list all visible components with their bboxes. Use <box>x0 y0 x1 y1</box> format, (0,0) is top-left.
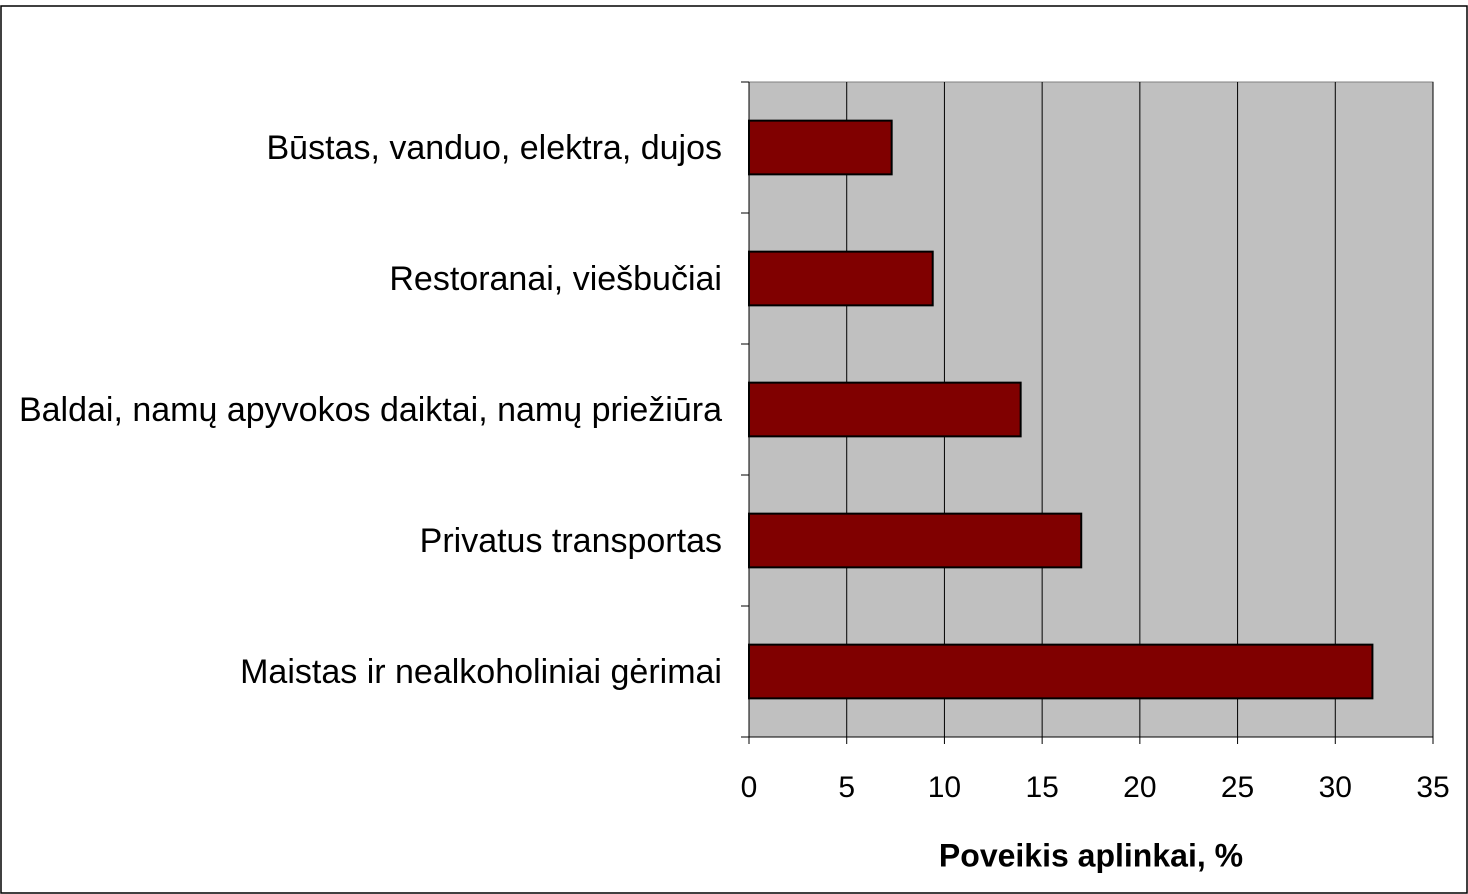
x-axis-label: Poveikis aplinkai, % <box>939 837 1243 873</box>
y-tick-label: Privatus transportas <box>419 521 722 560</box>
bar <box>748 512 1083 569</box>
x-tick-label: 15 <box>1025 771 1058 804</box>
y-tick-label: Maistas ir nealkoholiniai gėrimai <box>240 652 722 691</box>
x-tick-label: 0 <box>741 771 758 804</box>
bar <box>748 381 1022 438</box>
x-tick-label: 35 <box>1416 771 1449 804</box>
bar <box>748 119 893 176</box>
y-tick-label: Baldai, namų apyvokos daiktai, namų prie… <box>18 390 722 429</box>
bar <box>748 250 934 307</box>
x-tick-label: 25 <box>1221 771 1254 804</box>
x-tick-label: 30 <box>1319 771 1352 804</box>
bar <box>748 643 1374 700</box>
x-tick-label: 10 <box>928 771 961 804</box>
y-tick-label: Būstas, vanduo, elektra, dujos <box>266 128 723 167</box>
x-tick-label: 5 <box>838 771 855 804</box>
y-tick-label: Restoranai, viešbučiai <box>389 259 722 298</box>
x-tick-label: 20 <box>1123 771 1156 804</box>
